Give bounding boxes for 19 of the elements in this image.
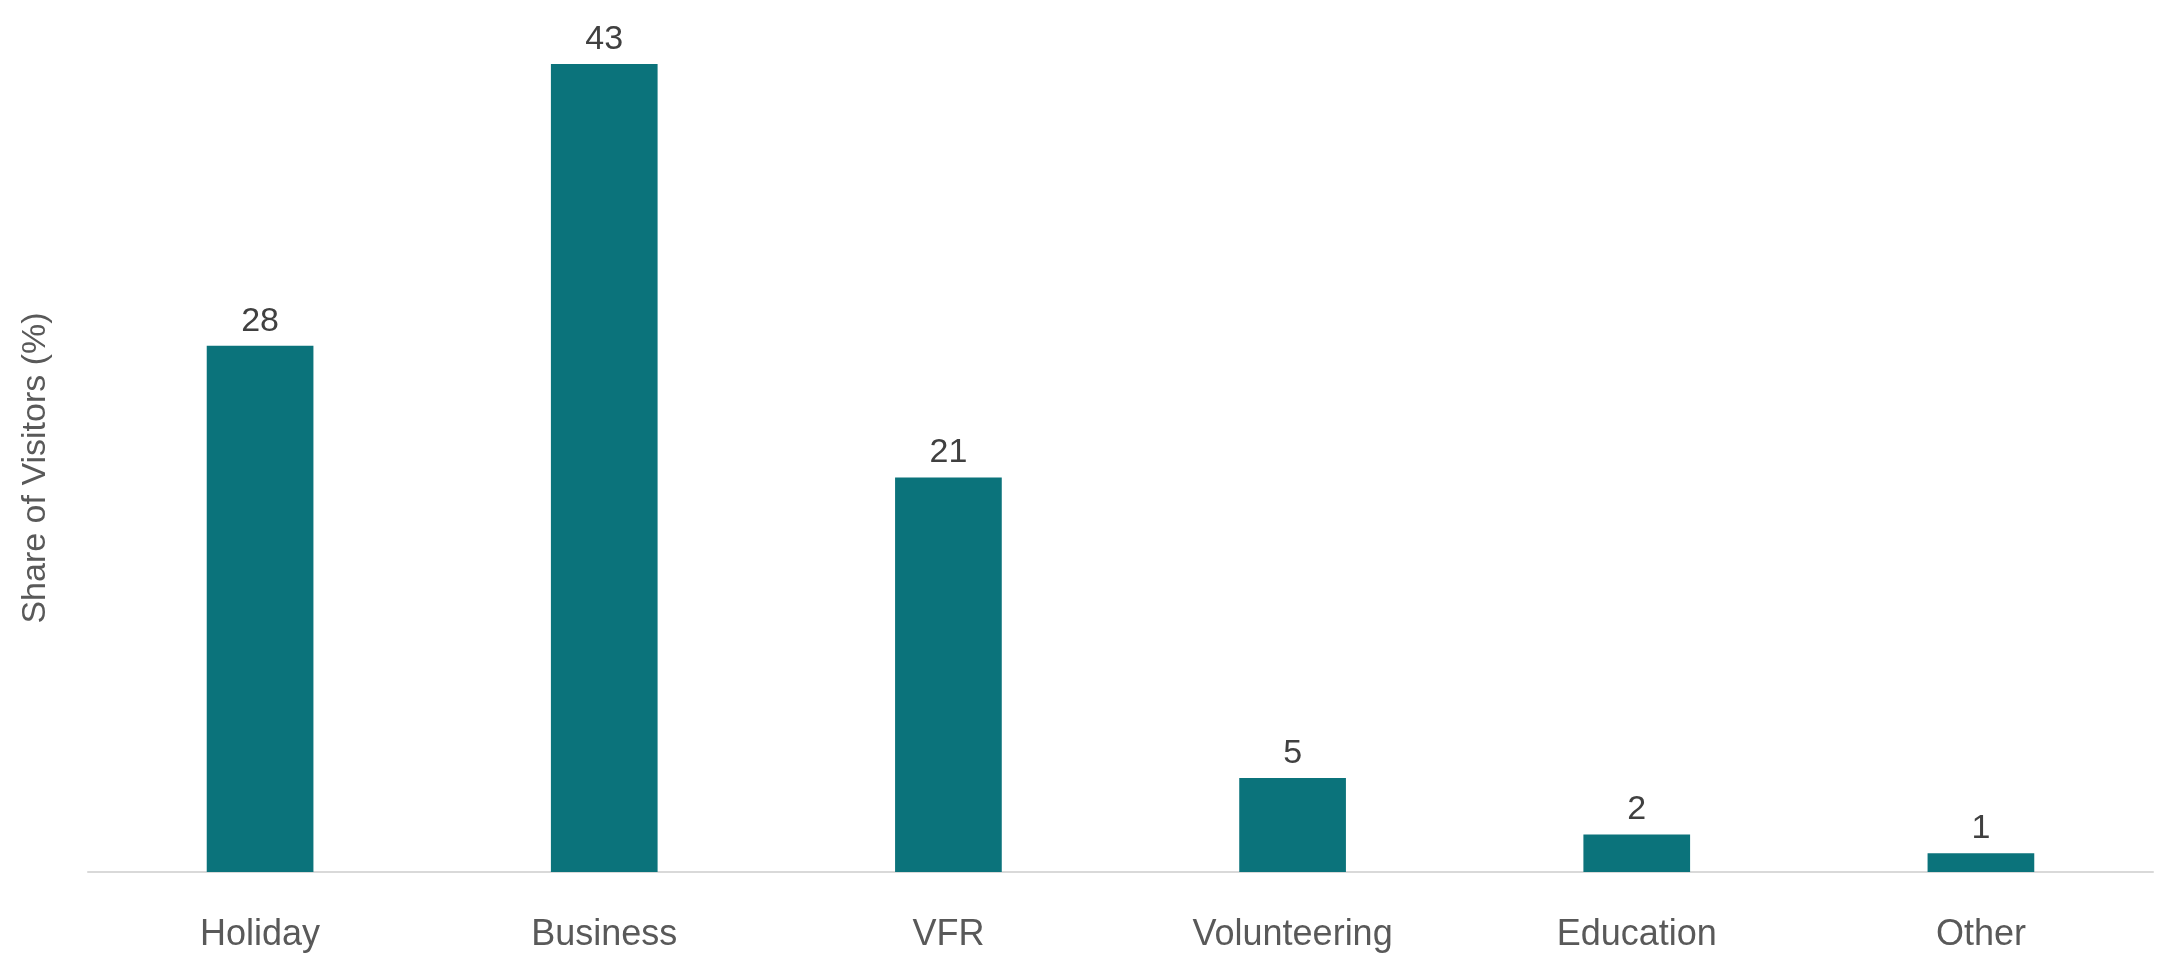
bar <box>550 64 658 872</box>
bar <box>206 345 314 872</box>
data-label: 1 <box>1971 807 1991 846</box>
data-label: 28 <box>241 299 279 338</box>
x-tick-label: Education <box>1556 911 1717 953</box>
data-label: 21 <box>929 431 968 470</box>
data-label: 2 <box>1627 788 1647 827</box>
bar <box>895 477 1002 872</box>
data-label: 5 <box>1283 732 1303 771</box>
x-tick-label: Volunteering <box>1192 911 1393 953</box>
x-tick-label: VFR <box>912 911 985 953</box>
x-tick-label: Other <box>1935 911 2026 953</box>
data-label: 43 <box>585 18 624 56</box>
bar <box>1927 853 2035 872</box>
bar <box>1583 834 1691 872</box>
x-tick-label: Business <box>531 911 678 953</box>
x-tick-label: Holiday <box>200 911 321 953</box>
y-axis-title: Share of Visitors (%) <box>14 312 52 624</box>
bar <box>1239 778 1346 872</box>
